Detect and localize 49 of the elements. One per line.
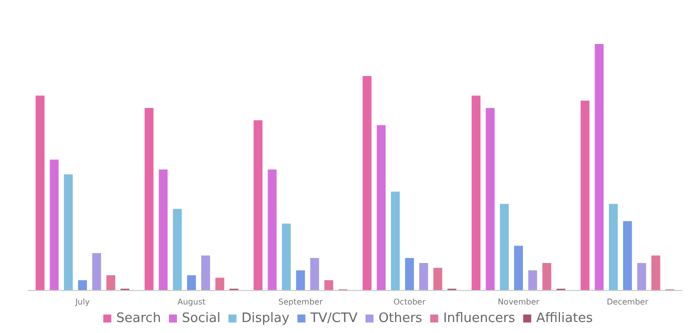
bar: [500, 204, 509, 290]
x-tick-label: October: [393, 298, 426, 306]
legend-label: Others: [378, 311, 422, 326]
bar: [106, 275, 116, 290]
legend-label: Affiliates: [536, 311, 593, 326]
bar: [405, 258, 414, 290]
bar: [187, 275, 196, 290]
bar: [651, 256, 660, 290]
bar: [92, 253, 102, 290]
bar: [514, 246, 523, 290]
legend-label: Search: [116, 311, 161, 326]
bar: [282, 224, 291, 290]
bar: [144, 108, 154, 290]
bar: [608, 204, 618, 290]
bar: [580, 100, 590, 290]
bar: [623, 221, 632, 290]
bar: [594, 44, 604, 290]
x-tick-label: November: [498, 298, 540, 306]
bar: [78, 280, 87, 290]
bar: [362, 76, 372, 290]
legend-label: Display: [241, 311, 290, 326]
bar: [419, 262, 428, 290]
bar: [433, 268, 442, 290]
bar: [254, 120, 262, 290]
bar: [542, 262, 552, 290]
x-tick-label: July: [74, 298, 90, 306]
bar: [158, 169, 168, 290]
bar: [36, 96, 44, 290]
bar: [376, 125, 386, 290]
bar: [324, 280, 334, 290]
bar: [296, 270, 305, 290]
bar: [201, 256, 210, 290]
bar: [50, 160, 59, 290]
legend-label: Social: [182, 311, 220, 326]
x-tick-label: September: [278, 298, 324, 306]
bar: [268, 169, 277, 290]
bar: [215, 278, 224, 290]
bar: [172, 208, 182, 290]
bar: [472, 96, 480, 290]
legend-label: Influencers: [443, 311, 516, 326]
bar: [64, 174, 73, 290]
bar: [528, 270, 538, 290]
legend-label: TV/CTV: [309, 311, 358, 326]
bar: [310, 258, 320, 290]
bar: [486, 108, 495, 290]
bar: [390, 192, 400, 290]
x-tick-label: August: [178, 298, 206, 306]
bar: [637, 262, 646, 290]
x-tick-label: December: [606, 298, 649, 306]
